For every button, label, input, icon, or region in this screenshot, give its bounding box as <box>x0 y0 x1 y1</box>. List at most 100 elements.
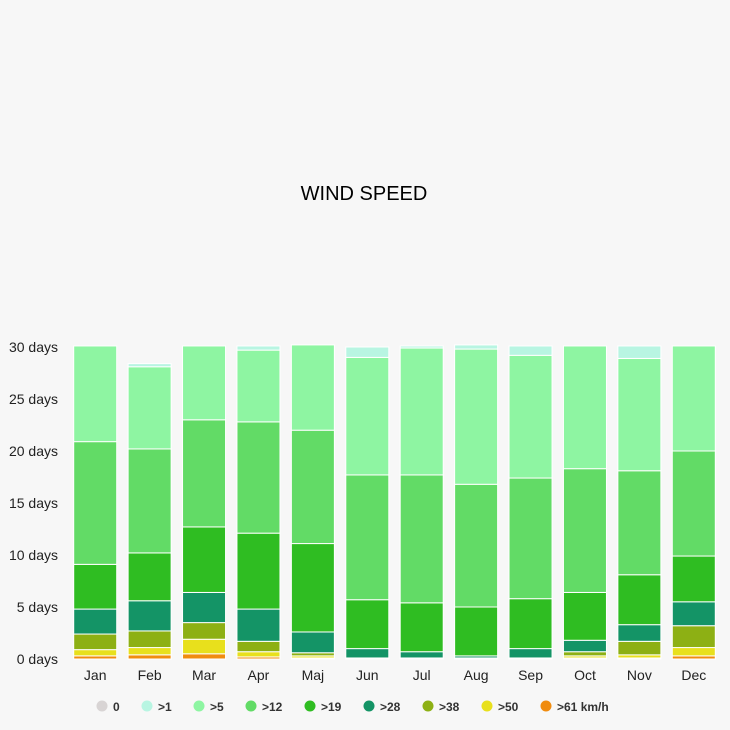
bar-segment[interactable] <box>345 648 390 659</box>
bar-segment[interactable] <box>236 421 281 534</box>
bar-stack-jan[interactable] <box>73 345 118 660</box>
bar-segment[interactable] <box>73 563 118 610</box>
bar-segment[interactable] <box>290 631 335 654</box>
bar-segment[interactable] <box>127 600 172 632</box>
bar-stack-apr[interactable] <box>236 345 281 660</box>
bar-segment[interactable] <box>617 624 662 642</box>
bar-segment[interactable] <box>236 345 281 351</box>
bar-segment[interactable] <box>399 347 444 476</box>
y-tick-label: 5 days <box>17 599 58 615</box>
bar-segment[interactable] <box>73 345 118 443</box>
bar-segment[interactable] <box>73 441 118 565</box>
bar-segment[interactable] <box>73 649 118 657</box>
bar-stack-nov[interactable] <box>617 345 662 660</box>
bar-segment[interactable] <box>236 532 281 610</box>
bar-segment[interactable] <box>182 419 227 528</box>
legend-item[interactable]: 0 <box>96 700 121 714</box>
bar-segment[interactable] <box>617 640 662 656</box>
bar-segment[interactable] <box>562 591 607 641</box>
bar-segment[interactable] <box>127 654 172 660</box>
x-tick-label: Maj <box>302 667 325 683</box>
bar-segment[interactable] <box>399 474 444 604</box>
bar-segment[interactable] <box>508 477 553 600</box>
bar-segment[interactable] <box>508 354 553 479</box>
legend-marker <box>422 700 434 712</box>
legend-item[interactable]: >28 <box>363 700 401 714</box>
bar-segment[interactable] <box>182 638 227 655</box>
legend-label: >12 <box>262 700 283 714</box>
bar-segment[interactable] <box>127 630 172 649</box>
x-tick-label: Feb <box>138 667 162 683</box>
bar-segment[interactable] <box>454 483 499 608</box>
bar-segment[interactable] <box>617 357 662 472</box>
bar-stack-feb[interactable] <box>127 363 172 660</box>
legend-label: >19 <box>321 700 342 714</box>
legend-item[interactable]: >1 <box>141 700 173 714</box>
bar-segment[interactable] <box>127 448 172 554</box>
bar-segment[interactable] <box>562 345 607 470</box>
bar-stack-maj[interactable] <box>290 344 335 660</box>
bar-segment[interactable] <box>73 633 118 651</box>
legend-item[interactable]: >19 <box>304 700 342 714</box>
bar-segment[interactable] <box>671 450 716 557</box>
legend-item[interactable]: >50 <box>481 700 519 714</box>
y-tick-label: 0 days <box>17 651 58 667</box>
legend[interactable]: 0 >1 >5 >12 >19 >28 >38 >50 >61 km/h <box>96 700 609 714</box>
bar-segment[interactable] <box>182 345 227 421</box>
bar-segment[interactable] <box>399 651 444 659</box>
bar-segment[interactable] <box>454 606 499 657</box>
bar-segment[interactable] <box>617 574 662 626</box>
bar-segment[interactable] <box>671 647 716 657</box>
bar-stack-aug[interactable] <box>454 344 499 660</box>
bar-segment[interactable] <box>671 625 716 649</box>
bar-segment[interactable] <box>127 552 172 602</box>
bar-segment[interactable] <box>236 651 281 658</box>
legend-item[interactable]: >61 km/h <box>540 700 609 714</box>
bar-stack-dec[interactable] <box>671 345 716 660</box>
bar-stack-jul[interactable] <box>399 345 444 660</box>
bar-segment[interactable] <box>182 622 227 640</box>
bar-segment[interactable] <box>236 640 281 653</box>
legend-item[interactable]: >38 <box>422 700 460 714</box>
y-tick-label: 25 days <box>9 391 58 407</box>
bar-segment[interactable] <box>182 526 227 593</box>
bar-segment[interactable] <box>345 599 390 650</box>
bar-stack-oct[interactable] <box>562 345 607 660</box>
bar-segment[interactable] <box>454 344 499 350</box>
bar-segment[interactable] <box>562 639 607 653</box>
bar-stack-jun[interactable] <box>345 346 390 660</box>
bar-segment[interactable] <box>290 543 335 633</box>
bar-segment[interactable] <box>562 651 607 657</box>
bar-segment[interactable] <box>399 345 444 349</box>
y-tick-label: 30 days <box>9 339 58 355</box>
bar-segment[interactable] <box>345 356 390 476</box>
bar-segment[interactable] <box>617 470 662 576</box>
bar-segment[interactable] <box>562 468 607 593</box>
bar-segment[interactable] <box>236 608 281 642</box>
bar-segment[interactable] <box>345 474 390 601</box>
bar-segment[interactable] <box>671 345 716 452</box>
bar-segment[interactable] <box>508 648 553 659</box>
bar-segment[interactable] <box>73 608 118 635</box>
legend-label: >1 <box>158 700 172 714</box>
bar-segment[interactable] <box>671 555 716 603</box>
bar-segment[interactable] <box>399 602 444 653</box>
legend-item[interactable]: >5 <box>193 700 225 714</box>
bar-segment[interactable] <box>290 344 335 431</box>
legend-item[interactable]: >12 <box>245 700 283 714</box>
bar-segment[interactable] <box>127 366 172 450</box>
bar-segment[interactable] <box>236 349 281 423</box>
bar-segment[interactable] <box>671 601 716 627</box>
bar-segment[interactable] <box>127 363 172 368</box>
bar-segment[interactable] <box>290 429 335 545</box>
bar-segment[interactable] <box>508 598 553 650</box>
bar-stack-sep[interactable] <box>508 345 553 660</box>
bar-segment[interactable] <box>127 647 172 656</box>
bar-segment[interactable] <box>182 591 227 624</box>
bar-segment[interactable] <box>508 345 553 356</box>
bar-stack-mar[interactable] <box>182 345 227 660</box>
bar-segment[interactable] <box>345 346 390 358</box>
bar-segment[interactable] <box>454 348 499 485</box>
bar-segment[interactable] <box>182 653 227 660</box>
bar-segment[interactable] <box>617 345 662 359</box>
